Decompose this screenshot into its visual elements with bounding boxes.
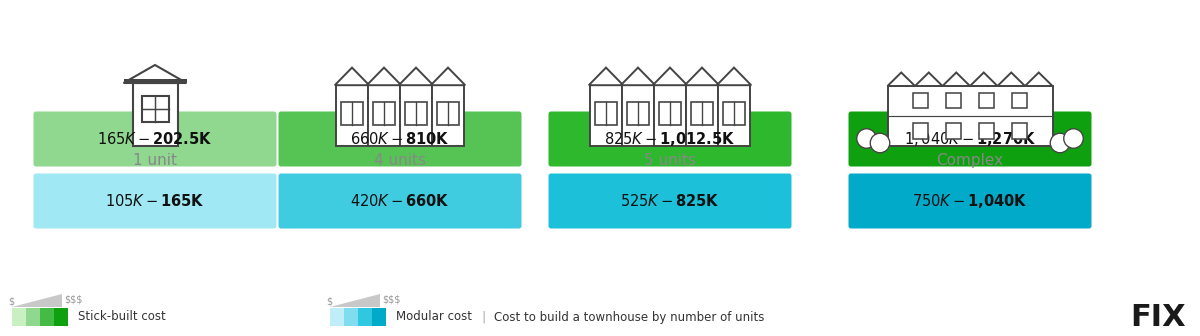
Polygon shape [431, 68, 466, 85]
Bar [888, 86, 1052, 146]
Polygon shape [1025, 73, 1052, 86]
Polygon shape [620, 68, 655, 85]
Bar [336, 85, 367, 146]
Bar [1012, 93, 1027, 109]
Bar [12, 308, 26, 326]
Bar [372, 308, 386, 326]
Polygon shape [888, 73, 916, 86]
Polygon shape [589, 68, 623, 85]
FancyBboxPatch shape [278, 173, 522, 228]
Text: 1 unit: 1 unit [133, 153, 178, 168]
Bar [26, 308, 40, 326]
Polygon shape [716, 68, 751, 85]
Bar [406, 101, 427, 125]
Polygon shape [685, 68, 719, 85]
Polygon shape [124, 65, 186, 83]
Circle shape [1063, 129, 1084, 148]
Text: $525K - $825K: $525K - $825K [620, 193, 720, 209]
Bar [979, 93, 994, 109]
Text: $165K - $202.5K: $165K - $202.5K [97, 131, 212, 147]
Bar [979, 124, 994, 138]
Bar [54, 308, 68, 326]
Bar [330, 308, 344, 326]
Bar [691, 101, 713, 125]
Text: 5 units: 5 units [644, 153, 696, 168]
FancyBboxPatch shape [34, 112, 276, 167]
Bar [946, 124, 961, 138]
Bar [913, 124, 928, 138]
Bar [659, 101, 680, 125]
Text: 4 units: 4 units [374, 153, 426, 168]
FancyBboxPatch shape [548, 173, 792, 228]
Bar [40, 308, 54, 326]
Polygon shape [942, 73, 970, 86]
Circle shape [870, 133, 889, 153]
Polygon shape [335, 68, 370, 85]
Bar [946, 93, 961, 109]
Text: $750K - $1,040K: $750K - $1,040K [912, 192, 1027, 210]
Bar [654, 85, 685, 146]
Bar [437, 101, 458, 125]
Text: Cost to build a townhouse by number of units: Cost to build a townhouse by number of u… [494, 310, 764, 324]
Bar [358, 308, 372, 326]
Bar [1012, 124, 1027, 138]
Bar [432, 85, 463, 146]
Bar [124, 79, 186, 83]
Bar [719, 85, 750, 146]
FancyBboxPatch shape [548, 112, 792, 167]
Text: Complex: Complex [936, 153, 1003, 168]
Polygon shape [398, 68, 433, 85]
Text: FIX: FIX [1130, 302, 1186, 332]
Bar [344, 308, 358, 326]
Bar [724, 101, 745, 125]
Polygon shape [367, 68, 401, 85]
FancyBboxPatch shape [848, 112, 1092, 167]
Circle shape [1050, 133, 1069, 153]
FancyBboxPatch shape [278, 112, 522, 167]
Text: $: $ [326, 296, 332, 306]
Text: $825K - $1,012.5K: $825K - $1,012.5K [605, 130, 736, 148]
Text: $: $ [8, 296, 14, 306]
Bar [686, 85, 718, 146]
Bar [132, 83, 178, 146]
Text: |: | [481, 310, 485, 324]
Text: $660K - $810K: $660K - $810K [350, 131, 450, 147]
Text: Stick-built cost: Stick-built cost [78, 310, 166, 324]
Text: $$$: $$$ [382, 294, 401, 304]
Polygon shape [970, 73, 997, 86]
Bar [595, 101, 617, 125]
Bar [623, 85, 654, 146]
Text: $105K - $165K: $105K - $165K [106, 193, 205, 209]
Circle shape [857, 129, 876, 148]
Polygon shape [653, 68, 688, 85]
Bar [401, 85, 432, 146]
FancyBboxPatch shape [34, 173, 276, 228]
Bar [142, 96, 168, 122]
Bar [341, 101, 362, 125]
Bar [590, 85, 622, 146]
Text: $1,040K - $1,270K: $1,040K - $1,270K [904, 130, 1036, 148]
Polygon shape [330, 294, 380, 307]
Bar [913, 93, 928, 109]
Bar [368, 85, 400, 146]
Text: Modular cost: Modular cost [396, 310, 472, 324]
Bar [373, 101, 395, 125]
Text: $420K - $660K: $420K - $660K [350, 193, 450, 209]
Polygon shape [916, 73, 942, 86]
FancyBboxPatch shape [848, 173, 1092, 228]
Polygon shape [12, 294, 62, 307]
Text: $$$: $$$ [64, 294, 83, 304]
Polygon shape [997, 73, 1025, 86]
Bar [628, 101, 649, 125]
